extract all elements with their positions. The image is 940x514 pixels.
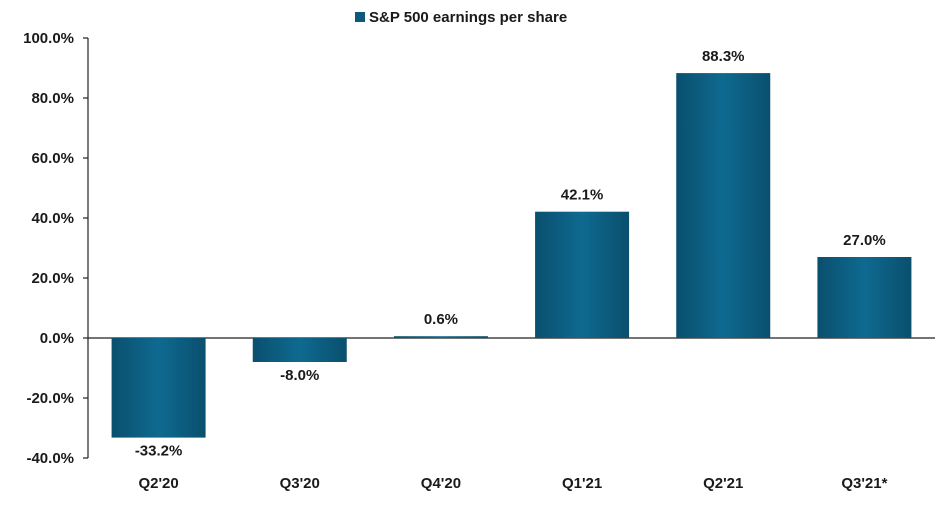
bar <box>252 338 347 362</box>
y-tick-label: -40.0% <box>26 450 74 467</box>
legend: S&P 500 earnings per share <box>355 9 567 26</box>
y-tick-label: 80.0% <box>31 90 74 107</box>
x-tick-label: Q2'20 <box>138 475 178 492</box>
bar <box>535 211 630 338</box>
x-tick-label: Q3'21* <box>841 475 887 492</box>
bar <box>676 73 771 338</box>
y-tick-label: 60.0% <box>31 150 74 167</box>
y-tick-label: -20.0% <box>26 390 74 407</box>
data-labels: -33.2% -8.0% 0.6% 42.1% 88.3% 27.0% <box>135 48 886 460</box>
bars <box>111 73 912 438</box>
y-tick-label: 100.0% <box>23 30 74 47</box>
data-label: -8.0% <box>280 367 319 384</box>
x-tick-label: Q1'21 <box>562 475 602 492</box>
y-tick-label: 40.0% <box>31 210 74 227</box>
x-tick-label: Q2'21 <box>703 475 743 492</box>
legend-label: S&P 500 earnings per share <box>369 9 567 26</box>
bar <box>111 338 206 438</box>
axes: 100.0% 80.0% 60.0% 40.0% 20.0% 0.0% -20.0% -40.… <box>23 30 935 492</box>
data-label: -33.2% <box>135 443 183 460</box>
data-label: 0.6% <box>424 311 458 328</box>
data-label: 42.1% <box>561 187 604 204</box>
data-label: 27.0% <box>843 232 886 249</box>
bar <box>817 257 912 338</box>
y-tick-label: 0.0% <box>40 330 74 347</box>
data-label: 88.3% <box>702 48 745 65</box>
x-tick-label: Q4'20 <box>421 475 461 492</box>
bar <box>393 336 488 338</box>
legend-swatch <box>355 12 365 22</box>
y-tick-label: 20.0% <box>31 270 74 287</box>
x-tick-label: Q3'20 <box>280 475 320 492</box>
